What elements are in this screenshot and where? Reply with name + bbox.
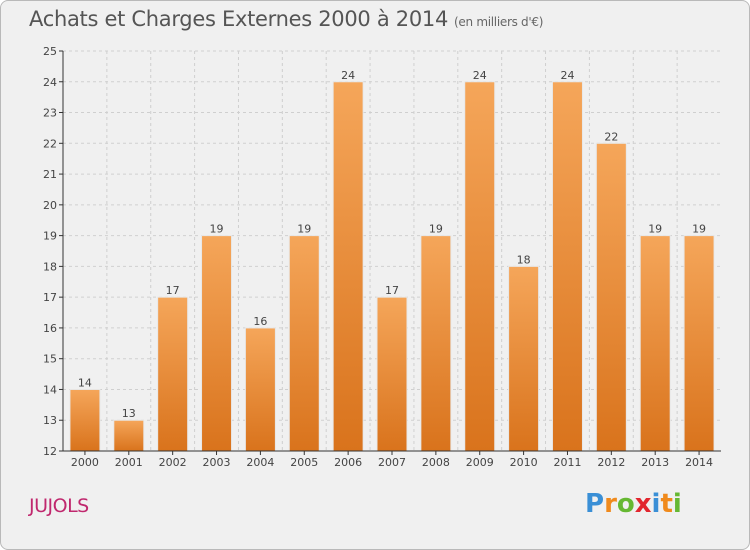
data-label: 17 [166, 284, 180, 297]
y-tick-label: 25 [43, 45, 57, 58]
proxiti-logo: Proxiti [585, 489, 682, 519]
bar [420, 235, 452, 452]
y-tick-label: 17 [43, 291, 57, 304]
logo-letter: t [660, 489, 673, 519]
x-tick-label: 2002 [159, 456, 187, 469]
data-label: 22 [604, 130, 618, 143]
x-tick-label: 2003 [203, 456, 231, 469]
y-tick-label: 14 [43, 383, 57, 396]
x-tick-label: 2011 [553, 456, 581, 469]
x-tick-label: 2004 [246, 456, 274, 469]
logo-letter: i [651, 489, 661, 519]
bar [288, 235, 320, 452]
x-tick-label: 2013 [641, 456, 669, 469]
logo-letter: x [634, 489, 652, 519]
x-tick-label: 2008 [422, 456, 450, 469]
logo-letter: o [616, 489, 635, 519]
y-tick-label: 15 [43, 353, 57, 366]
bar [464, 81, 496, 452]
x-tick-label: 2009 [466, 456, 494, 469]
bar [157, 296, 189, 452]
data-label: 19 [429, 223, 443, 236]
bar [113, 419, 145, 452]
data-label: 19 [210, 223, 224, 236]
x-tick-label: 2010 [510, 456, 538, 469]
y-tick-label: 23 [43, 107, 57, 120]
data-label: 18 [517, 253, 531, 266]
bar [639, 235, 671, 452]
y-tick-label: 13 [43, 414, 57, 427]
data-label: 14 [78, 376, 92, 389]
data-label: 19 [648, 223, 662, 236]
chart-title-text: Achats et Charges Externes 2000 à 2014 [29, 7, 449, 31]
bar [201, 235, 233, 452]
x-tick-label: 2001 [115, 456, 143, 469]
y-tick-label: 12 [43, 445, 57, 458]
bar [595, 142, 627, 452]
y-tick-label: 18 [43, 260, 57, 273]
y-tick-label: 22 [43, 137, 57, 150]
x-tick-label: 2014 [685, 456, 713, 469]
bar [332, 81, 364, 452]
y-tick-label: 16 [43, 322, 57, 335]
x-tick-label: 2006 [334, 456, 362, 469]
commune-name: JUJOLS [29, 495, 89, 517]
y-tick-label: 19 [43, 230, 57, 243]
data-label: 24 [560, 69, 574, 82]
data-label: 16 [253, 315, 267, 328]
data-label: 24 [473, 69, 487, 82]
data-label: 13 [122, 407, 136, 420]
axes [59, 50, 721, 455]
logo-letter: r [604, 489, 617, 519]
y-tick-label: 24 [43, 76, 57, 89]
data-label: 19 [297, 223, 311, 236]
data-label: 24 [341, 69, 355, 82]
data-label: 17 [385, 284, 399, 297]
logo-letter: P [585, 489, 605, 519]
x-tick-label: 2012 [597, 456, 625, 469]
chart-title: Achats et Charges Externes 2000 à 2014 (e… [29, 7, 543, 31]
bar [69, 388, 101, 452]
bar [508, 265, 540, 452]
y-tick-label: 21 [43, 168, 57, 181]
x-tick-label: 2007 [378, 456, 406, 469]
logo-letter: i [672, 489, 682, 519]
x-tick-label: 2005 [290, 456, 318, 469]
x-tick-label: 2000 [71, 456, 99, 469]
bar [683, 235, 715, 452]
data-label: 19 [692, 223, 706, 236]
bar [376, 296, 408, 452]
bar [244, 327, 276, 452]
y-tick-label: 20 [43, 199, 57, 212]
labels: 12 13 14 15 16 17 18 19 20 21 22 23 24 25 14 2000 13 2001… [43, 45, 713, 469]
chart-subtitle: (en milliers d'€) [454, 15, 544, 29]
bar [551, 81, 583, 452]
